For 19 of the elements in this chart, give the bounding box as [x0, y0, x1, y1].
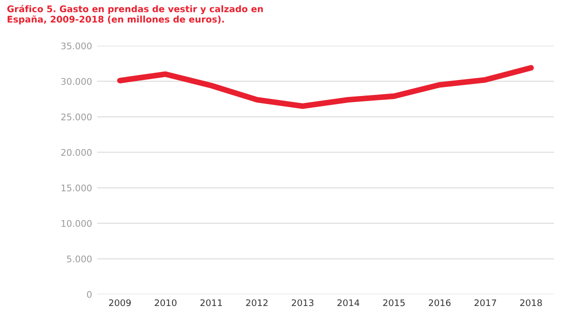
x-tick-label: 2017 [474, 299, 496, 306]
y-tick-label: 5.000 [67, 256, 92, 262]
x-tick-label: 2018 [520, 299, 542, 306]
x-tick-label: 2012 [246, 299, 268, 306]
x-tick-label: 2011 [200, 299, 222, 306]
x-tick-label: 2016 [428, 299, 451, 306]
y-tick-label: 25.000 [61, 114, 92, 120]
x-tick-label: 2015 [383, 299, 405, 306]
y-tick-label: 15.000 [62, 184, 92, 192]
y-tick-label: 30.000 [61, 78, 92, 85]
x-tick-label: 2013 [292, 299, 314, 306]
y-tick-label: 10.000 [62, 220, 92, 227]
x-tick-label: 2010 [154, 299, 176, 306]
y-tick-label: 20.000 [61, 149, 92, 156]
y-tick-label: 0 [87, 291, 92, 298]
x-tick-label: 2014 [337, 299, 360, 306]
y-tick-label: 35.000 [61, 42, 92, 50]
x-tick-label: 2009 [109, 299, 131, 306]
chart-title: Gráfico 5. Gasto en prendas de vestir y calzado en España, 2009-2018 (en millones de euros). [7, 4, 263, 24]
